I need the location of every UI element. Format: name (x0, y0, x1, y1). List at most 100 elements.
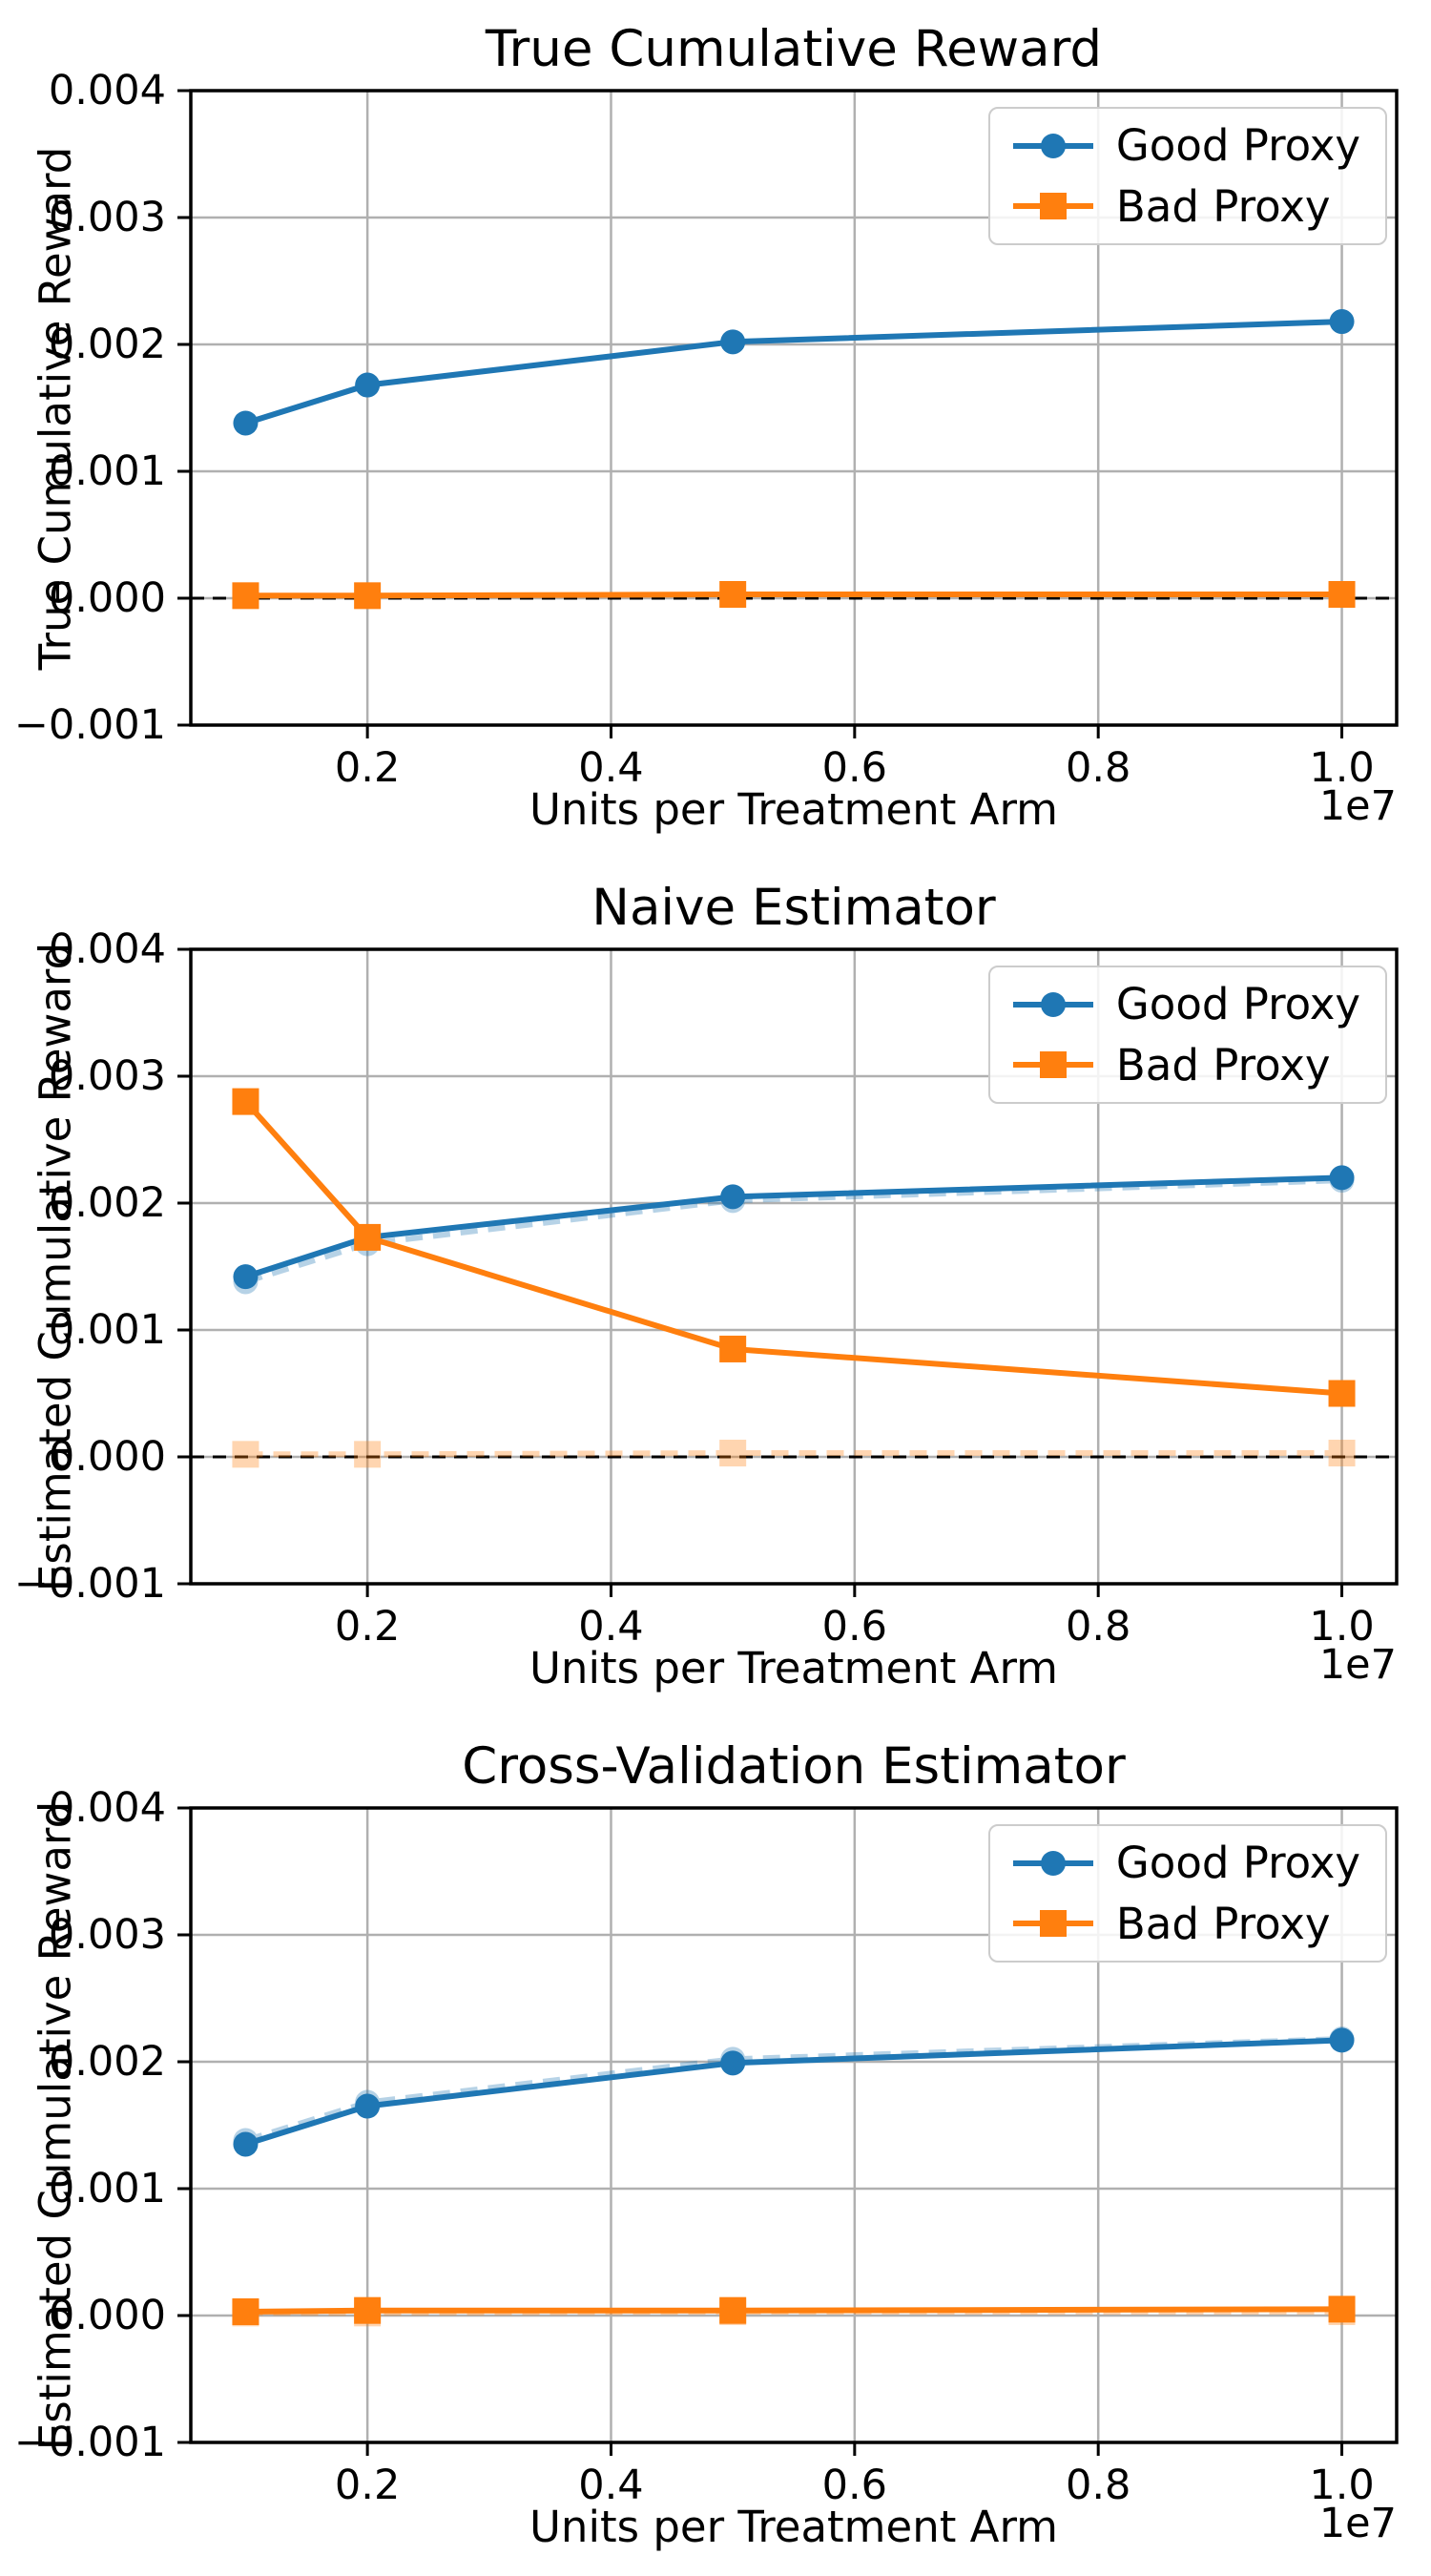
y-tick-label: 0.001 (49, 2165, 166, 2212)
x-axis-offset-label: 1e7 (1318, 1641, 1397, 1689)
y-tick-label: 0.003 (49, 1052, 166, 1100)
y-tick-label: 0.000 (49, 1433, 166, 1481)
x-tick-label: 0.4 (578, 2462, 643, 2509)
data-point-circle (1329, 1165, 1355, 1191)
legend-entry-good-proxy: Good Proxy (1009, 981, 1360, 1028)
data-point-circle (1329, 309, 1355, 335)
x-axis-label: Units per Treatment Arm (529, 784, 1059, 835)
series-good-proxy (233, 1165, 1355, 1290)
y-tick-label: 0.003 (49, 1911, 166, 1959)
y-tick-label: 0.004 (49, 925, 166, 973)
legend: Good Proxy Bad Proxy (987, 1824, 1387, 1963)
data-point-square (354, 2296, 382, 2324)
legend-sample-circle (1040, 1850, 1066, 1876)
bad-proxy-line-marker-icon (1012, 1051, 1093, 1079)
legend-sample-circle (1040, 133, 1066, 158)
bad-proxy-line-marker-icon (1012, 193, 1093, 220)
good-proxy-line-marker-icon (1012, 133, 1093, 158)
series-line (244, 2037, 1342, 2148)
legend-sample-circle (1040, 991, 1066, 1017)
series-bad-proxy (232, 2296, 1356, 2326)
series-good-proxy (233, 2027, 1355, 2157)
x-tick-label: 0.2 (335, 2462, 400, 2509)
x-tick-label: 0.2 (335, 744, 400, 792)
data-point-circle (355, 2093, 381, 2119)
x-tick-label: 0.6 (822, 744, 887, 792)
good-proxy-line-marker-icon (1012, 1850, 1093, 1876)
y-tick-label: 0.003 (49, 194, 166, 241)
x-tick-label: 1.0 (1309, 744, 1374, 792)
data-point-square (1328, 581, 1356, 609)
x-tick-label: 0.8 (1066, 2462, 1130, 2509)
subplot-true-cumulative-reward: True Cumulative Reward True Cumulative R… (0, 0, 1431, 859)
data-point-square (719, 1335, 747, 1362)
x-axis-offset-label: 1e7 (1318, 2500, 1397, 2547)
data-point-square (354, 1223, 382, 1251)
series-bad-proxy (232, 581, 1356, 610)
good-proxy-line-marker-icon (1012, 991, 1093, 1017)
y-tick-label: 0.000 (49, 2292, 166, 2339)
y-tick-label: 0.002 (49, 2038, 166, 2086)
subplot-naive-estimator: Naive Estimator Estimated Cumulative Rew… (0, 859, 1431, 1717)
y-tick-label: −0.001 (14, 701, 166, 749)
series-bad-proxy (232, 1088, 1356, 1407)
y-tick-label: −0.001 (14, 2419, 166, 2466)
legend-label: Bad Proxy (1115, 1039, 1331, 1091)
legend-sample-square (1039, 193, 1067, 220)
legend-label: Bad Proxy (1115, 180, 1331, 232)
x-axis-offset-label: 1e7 (1318, 782, 1397, 830)
y-tick-label: −0.001 (14, 1560, 166, 1608)
plot-title: Cross-Validation Estimator (462, 1737, 1126, 1796)
data-point-square (1328, 2296, 1356, 2323)
x-axis-label: Units per Treatment Arm (529, 1643, 1059, 1693)
data-point-square (354, 1441, 382, 1468)
data-point-circle (233, 1264, 259, 1290)
series-line (244, 1174, 1342, 1279)
x-tick-label: 0.6 (822, 2462, 887, 2509)
x-tick-label: 0.8 (1066, 744, 1130, 792)
x-tick-label: 1.0 (1309, 1603, 1374, 1651)
series-line (244, 2036, 1342, 2144)
y-tick-label: 0.004 (49, 67, 166, 114)
data-point-circle (720, 2050, 746, 2076)
series-bad-proxy-true-value-faded (232, 1440, 1356, 1468)
y-tick-label: 0.004 (49, 1784, 166, 1832)
data-point-square (719, 581, 747, 609)
x-tick-label: 0.4 (578, 1603, 643, 1651)
data-point-square (1328, 1440, 1356, 1467)
y-tick-label: 0.000 (49, 574, 166, 622)
legend-label: Good Proxy (1115, 1838, 1360, 1888)
plot-title: True Cumulative Reward (485, 20, 1103, 78)
legend-entry-bad-proxy: Bad Proxy (1009, 1039, 1360, 1091)
x-tick-label: 0.4 (578, 744, 643, 792)
x-tick-label: 0.8 (1066, 1603, 1130, 1651)
data-point-square (1328, 1380, 1356, 1407)
data-point-square (719, 1440, 747, 1467)
data-point-square (232, 582, 259, 610)
series-line (244, 1177, 1342, 1285)
series-line (245, 1450, 1342, 1458)
data-point-square (232, 1088, 259, 1115)
data-point-circle (1329, 2027, 1355, 2053)
data-point-circle (720, 1184, 746, 1210)
legend-entry-bad-proxy: Bad Proxy (1009, 1898, 1360, 1949)
data-point-square (354, 582, 382, 610)
axes-border (189, 89, 1399, 727)
data-point-circle (355, 372, 381, 398)
data-point-square (232, 1441, 259, 1468)
series-line (243, 1099, 1342, 1397)
legend-label: Good Proxy (1115, 120, 1360, 171)
legend-label: Good Proxy (1115, 979, 1360, 1029)
plot-title: Naive Estimator (591, 879, 996, 937)
legend-entry-bad-proxy: Bad Proxy (1009, 180, 1360, 232)
plot-canvas: 0.2 0.4 0.6 0.8 1.0 0.004 0.003 0.002 0.001 0.000… (14, 67, 1399, 792)
plot-canvas: 0.2 0.4 0.6 0.8 1.0 0.004 0.003 0.002 0.001 0.000… (14, 925, 1399, 1651)
legend-entry-good-proxy: Good Proxy (1009, 1839, 1360, 1887)
axes-border (189, 947, 1399, 1586)
data-point-circle (720, 329, 746, 355)
legend-entry-good-proxy: Good Proxy (1009, 122, 1360, 170)
legend-label: Bad Proxy (1115, 1898, 1331, 1949)
legend-sample-square (1039, 1910, 1067, 1938)
data-point-circle (233, 410, 259, 436)
y-tick-label: 0.001 (49, 447, 166, 495)
